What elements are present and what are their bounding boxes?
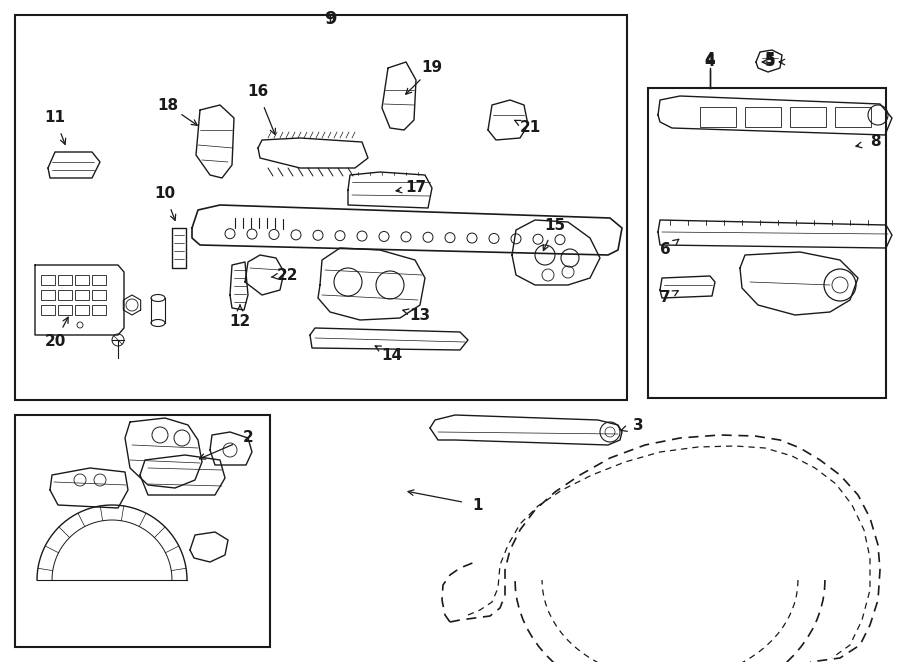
Text: 13: 13 [410, 308, 430, 322]
Text: 14: 14 [382, 348, 402, 363]
Text: 2: 2 [243, 430, 254, 446]
Text: 11: 11 [44, 111, 66, 126]
Text: 17: 17 [405, 181, 427, 195]
Bar [75, 275, 89, 285]
Text: 4: 4 [705, 54, 716, 70]
Bar [92, 305, 106, 315]
Bar [75, 305, 89, 315]
Bar [58, 305, 72, 315]
Text: 15: 15 [544, 218, 565, 232]
Text: 8: 8 [869, 134, 880, 150]
Text: 16: 16 [248, 85, 268, 99]
Text: 12: 12 [230, 314, 250, 330]
Bar [92, 290, 106, 300]
Bar [58, 275, 72, 285]
Text: 6: 6 [660, 242, 670, 258]
Text: 20: 20 [44, 334, 66, 350]
Bar [41, 275, 55, 285]
Text: 5: 5 [765, 54, 775, 70]
Bar [75, 290, 89, 300]
Text: 22: 22 [277, 267, 299, 283]
Text: 19: 19 [421, 60, 443, 75]
Text: 5: 5 [765, 52, 775, 68]
Text: 18: 18 [158, 97, 178, 113]
Bar [58, 290, 72, 300]
Bar [92, 275, 106, 285]
Text: 1: 1 [472, 498, 483, 512]
Bar [41, 290, 55, 300]
Text: 7: 7 [660, 291, 670, 305]
Bar [745, 107, 781, 127]
Bar [41, 305, 55, 315]
Bar [700, 107, 736, 127]
Text: 9: 9 [324, 10, 337, 28]
Bar [15, 415, 270, 647]
Text: 21: 21 [519, 120, 541, 136]
Text: 3: 3 [633, 418, 643, 432]
Bar [648, 88, 886, 398]
Bar [790, 107, 826, 127]
Text: 4: 4 [705, 52, 716, 68]
Bar [15, 15, 627, 400]
Bar [835, 107, 871, 127]
Text: 10: 10 [155, 187, 176, 201]
